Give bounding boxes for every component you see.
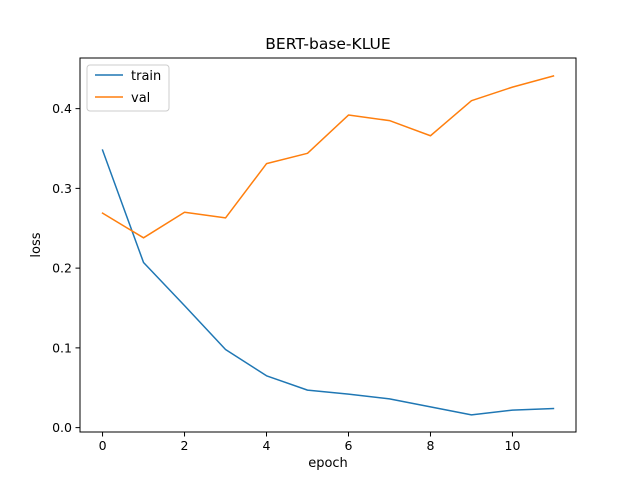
x-tick-label: 4 — [263, 438, 271, 453]
y-tick-label: 0.3 — [52, 181, 72, 196]
legend-label-val: val — [131, 91, 150, 106]
y-tick-label: 0.2 — [52, 261, 72, 276]
y-axis-label: loss — [29, 232, 44, 257]
x-tick-label: 8 — [427, 438, 435, 453]
x-axis: 0 2 4 6 8 10 — [99, 432, 521, 453]
y-axis: 0.0 0.1 0.2 0.3 0.4 — [52, 101, 80, 435]
y-tick-label: 0.4 — [52, 101, 72, 116]
x-tick-label: 0 — [99, 438, 107, 453]
legend-label-train: train — [131, 69, 161, 84]
chart-title: BERT-base-KLUE — [265, 35, 390, 53]
legend: train val — [86, 64, 170, 112]
plot-lines — [101, 75, 555, 416]
x-tick-label: 6 — [345, 438, 353, 453]
y-tick-label: 0.0 — [52, 420, 72, 435]
x-tick-label: 2 — [181, 438, 189, 453]
x-axis-label: epoch — [308, 456, 348, 471]
legend-box — [86, 64, 170, 112]
series-line-val — [101, 75, 555, 239]
y-tick-label: 0.1 — [52, 340, 72, 355]
plot-frame — [79, 57, 577, 433]
series-line-train — [101, 149, 555, 416]
x-tick-label: 10 — [505, 438, 521, 453]
